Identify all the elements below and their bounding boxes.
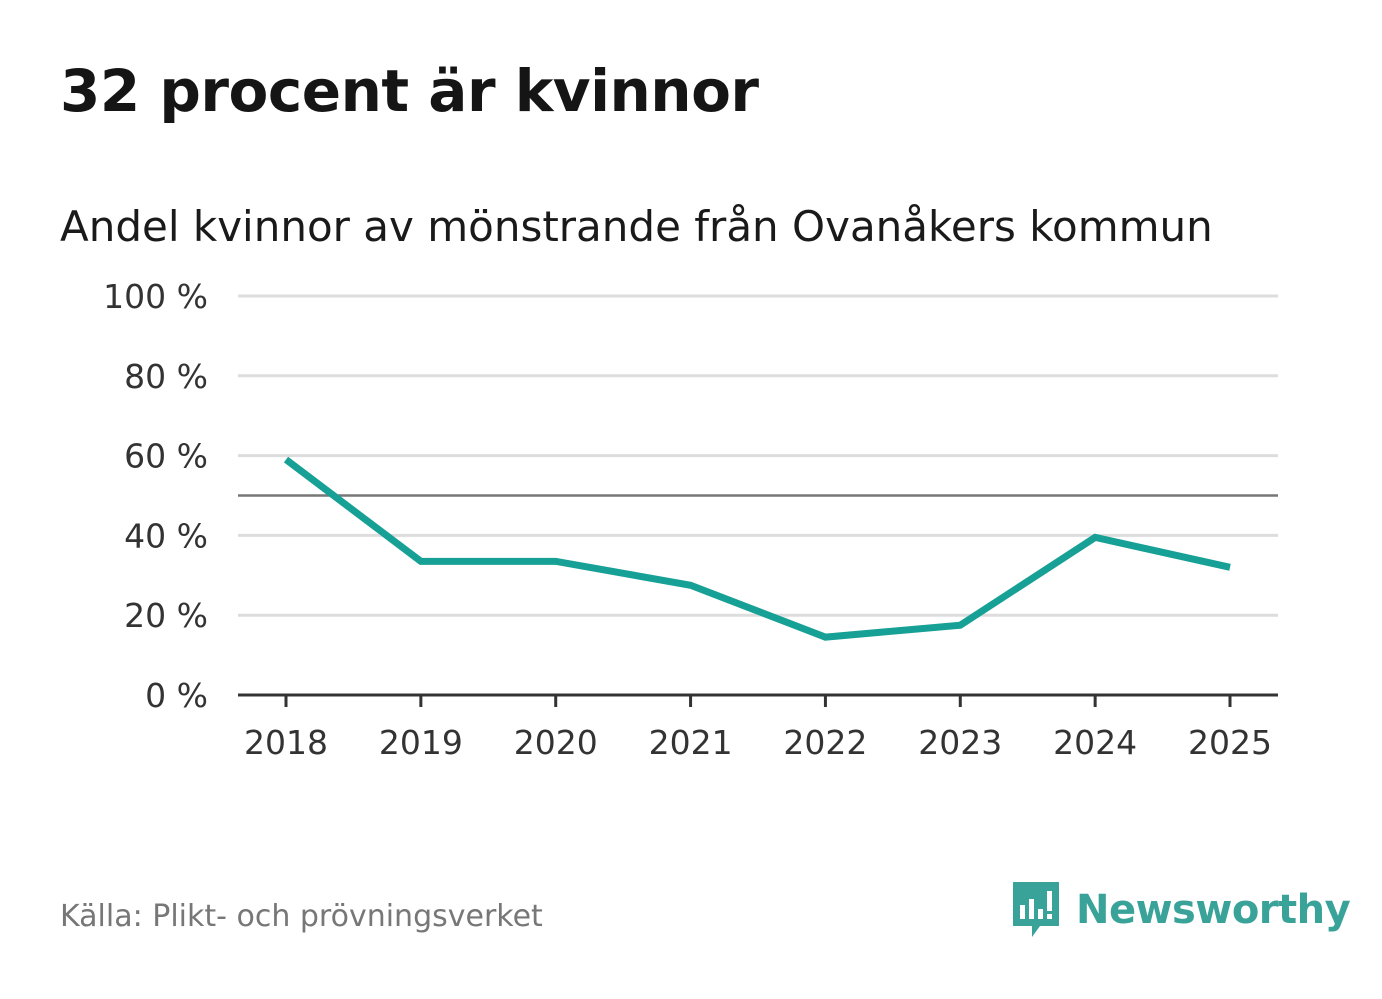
- x-tick-label: 2019: [379, 723, 463, 762]
- x-tick-label: 2023: [918, 723, 1002, 762]
- y-tick-label: 20 %: [124, 596, 208, 635]
- series-line: [283, 456, 1231, 641]
- chart-subtitle: Andel kvinnor av mönstrande från Ovanåke…: [60, 202, 1213, 251]
- logo-text: Newsworthy: [1076, 887, 1351, 933]
- y-tick-label: 80 %: [124, 357, 208, 396]
- x-tick-label: 2022: [783, 723, 867, 762]
- x-tick-label: 2020: [514, 723, 598, 762]
- grid-lines: [238, 294, 1278, 617]
- x-axis: [238, 693, 1278, 707]
- x-tick-label: 2018: [244, 723, 328, 762]
- y-tick-label: 100 %: [103, 277, 208, 316]
- line-chart: 0 % 20 % 40 % 60 % 80 % 100 % 2018 2019 2020 202…: [103, 277, 1278, 762]
- y-tick-label: 0 %: [145, 676, 208, 715]
- x-tick-label: 2021: [649, 723, 733, 762]
- x-axis-labels: 2018 2019 2020 2021 2022 2023 2024 2025: [244, 723, 1272, 762]
- y-tick-label: 40 %: [124, 516, 208, 555]
- x-tick-label: 2025: [1188, 723, 1272, 762]
- chart-title: 32 procent är kvinnor: [60, 57, 759, 125]
- x-tick-label: 2024: [1053, 723, 1137, 762]
- series-group: [283, 456, 1231, 641]
- y-tick-label: 60 %: [124, 437, 208, 476]
- source-note: Källa: Plikt- och prövningsverket: [60, 899, 543, 934]
- y-axis-labels: 0 % 20 % 40 % 60 % 80 % 100 %: [103, 277, 208, 715]
- newsworthy-logo[interactable]: Newsworthy: [1010, 878, 1351, 942]
- newsworthy-logo-icon: [1013, 882, 1059, 937]
